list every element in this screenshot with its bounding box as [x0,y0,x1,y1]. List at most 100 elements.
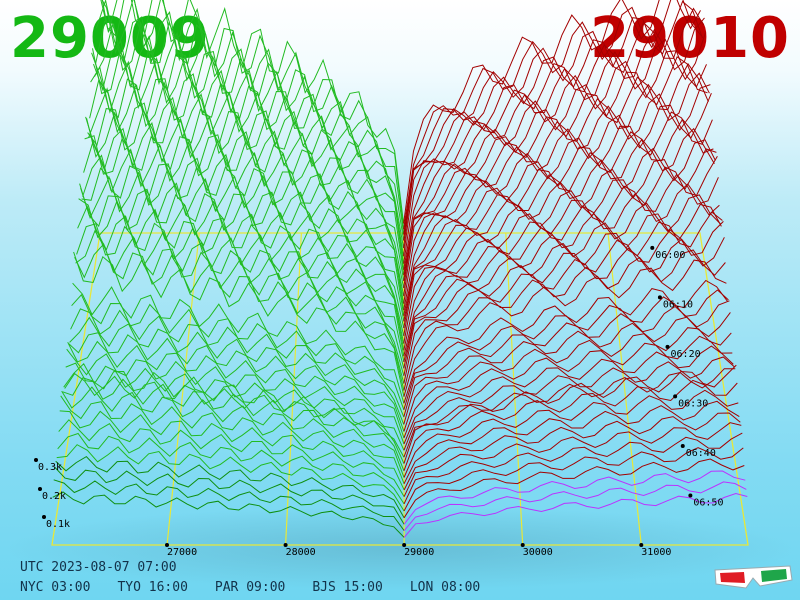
axis-labels: 27000 28000 29000 30000 31000 06:00 06:10 06:20… [34,245,723,558]
bid-depth-line [94,22,405,257]
bid-depth-line [90,65,405,281]
ask-depth-line [403,259,727,397]
time-tick-label: 06:20 [671,349,701,360]
ask-depth-line [403,139,716,322]
utc-time: UTC 2023-08-07 07:00 [20,560,177,575]
bid-depth-line [54,466,405,525]
ask-depth-line [403,72,710,282]
price-tick-dot [283,543,288,547]
price-tick-label: 27000 [167,547,197,558]
bid-depth-line [91,52,405,275]
volume-tick-label: 0.2k [42,491,66,502]
bid-depth-line [95,20,405,249]
bid-depth-line [64,372,405,458]
bid-depth-line [65,362,405,451]
world-clocks: NYC 03:00 TYO 16:00 PAR 09:00 BJS 15:00 LON … [20,580,507,595]
bid-depth-line [79,183,405,356]
ask-depth-line [403,422,742,497]
bid-depth-line [71,293,405,411]
ask-depth-line [403,183,720,351]
bid-depth-line [101,0,405,229]
time-tick-label: 06:50 [693,497,723,508]
ask-depth-line [403,335,733,438]
ask-depth-line [403,203,722,363]
ask-depth-line [403,447,744,512]
time-tick-label: 06:10 [663,299,693,310]
clock-lon: LON 08:00 [409,580,481,595]
clock-par: PAR 09:00 [214,580,286,595]
clock-nyc: NYC 03:00 [20,580,91,595]
bid-depth-line [57,432,405,505]
ask-depth-line [403,368,736,458]
bid-depth-line [52,491,405,538]
bid-depth-line [84,135,405,321]
ask-depth-line [403,173,719,344]
ask-depth-line [403,412,741,491]
ask-depth-line [403,7,704,241]
bid-depth-line [67,340,405,439]
bid-depth-line [73,251,405,397]
price-tick-dot [165,543,170,547]
grid-line-price [166,232,200,546]
bid-depth-line [66,348,405,445]
bid-depth-line [89,78,405,289]
time-tick-dot [650,245,655,250]
ask-depth-line [403,118,714,311]
volume-tick-dot [42,515,46,519]
volume-tick-label: 0.3k [38,462,62,473]
ask-depth-line [403,221,724,376]
ask-depth-line [403,63,709,276]
bid-depth-line [80,176,405,351]
bid-depth-line [55,455,405,519]
volume-tick-dot [38,487,42,491]
price-tick-label: 28000 [286,547,316,558]
time-tick-dot [680,443,685,448]
grid-border [51,232,749,546]
ask-depth-line [403,400,740,485]
bid-depth-line [92,48,405,270]
ask-depth-line [403,249,726,391]
bid-depth-line [77,205,405,369]
ask-depth-line [403,379,738,471]
bid-depth-line [61,386,405,478]
time-tick-label: 06:30 [678,398,708,409]
bid-depth-lines [52,0,405,538]
clock-bjs: BJS 15:00 [312,580,383,595]
ask-depth-line [403,279,728,404]
bid-depth-line [85,116,405,316]
ask-depth-line [403,300,730,417]
ask-depth-line [403,0,701,224]
ask-depth-line [403,194,721,357]
time-tick-label: 06:00 [655,250,685,261]
ask-depth-line [403,56,708,270]
ask-depth-line [403,312,731,425]
ask-depth-line [403,492,748,538]
grid-line-price [607,232,642,546]
bid-depth-line [69,316,405,425]
bid-depth-line [59,410,405,491]
3d-glasses-icon[interactable] [712,558,794,596]
grid-line-price [505,232,524,546]
bid-depth-line [60,395,405,484]
bid-depth-line [56,444,405,512]
bid-depth-line [58,419,405,497]
bid-depth-line [63,362,405,464]
volume-tick-label: 0.1k [46,519,70,530]
price-tick-dot [520,543,525,547]
ask-depth-line [403,481,747,532]
bid-depth-line [72,282,405,404]
bid-depth-line [93,40,405,264]
bid-depth-line [100,0,405,224]
price-tick-dot [402,543,407,547]
ask-depth-line [403,84,711,288]
price-tick-dot [639,543,644,547]
ask-depth-line [403,93,712,296]
time-tick-dot [657,295,662,300]
ask-depth-line [403,364,737,464]
ask-depth-line [403,0,702,230]
volume-tick-dot [34,458,38,462]
bid-depth-line [68,332,405,432]
bid-depth-line [82,154,405,337]
bid-depth-line [101,0,405,234]
